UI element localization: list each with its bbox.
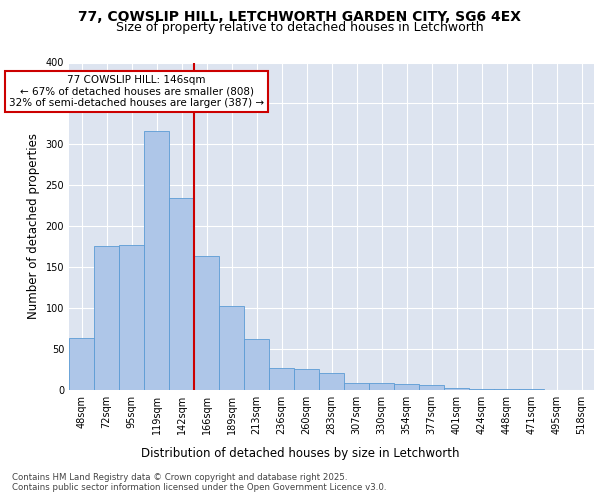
Text: Contains public sector information licensed under the Open Government Licence v3: Contains public sector information licen… [12,484,386,492]
Bar [319,373,344,390]
Bar [69,338,94,390]
Bar [269,368,294,390]
Bar [219,306,244,390]
Text: 77, COWSLIP HILL, LETCHWORTH GARDEN CITY, SG6 4EX: 77, COWSLIP HILL, LETCHWORTH GARDEN CITY… [79,10,521,24]
Bar [119,245,144,390]
Bar [144,132,169,390]
Bar [169,198,194,390]
Bar [444,388,469,390]
Bar [494,389,519,390]
Bar [369,382,394,390]
Text: Size of property relative to detached houses in Letchworth: Size of property relative to detached ho… [116,21,484,34]
Y-axis label: Number of detached properties: Number of detached properties [27,133,40,320]
Text: Contains HM Land Registry data © Crown copyright and database right 2025.: Contains HM Land Registry data © Crown c… [12,472,347,482]
Bar [519,389,544,390]
Bar [94,246,119,390]
Bar [469,389,494,390]
Bar [419,385,444,390]
Bar [294,368,319,390]
Bar [344,382,369,390]
Text: 77 COWSLIP HILL: 146sqm
← 67% of detached houses are smaller (808)
32% of semi-d: 77 COWSLIP HILL: 146sqm ← 67% of detache… [9,75,264,108]
Text: Distribution of detached houses by size in Letchworth: Distribution of detached houses by size … [141,448,459,460]
Bar [194,256,219,390]
Bar [394,384,419,390]
Bar [244,339,269,390]
